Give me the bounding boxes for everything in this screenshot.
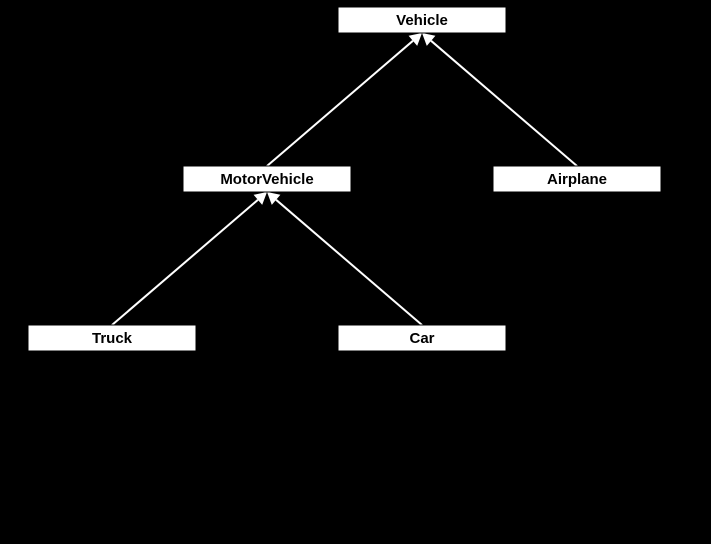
node-label-car: Car (409, 330, 434, 347)
node-vehicle: Vehicle (338, 7, 506, 33)
inheritance-diagram: Vehicle MotorVehicle Airplane Truck Car (0, 0, 711, 544)
node-label-airplane: Airplane (547, 171, 607, 188)
edge-motorvehicle-to-vehicle (267, 41, 413, 166)
node-label-truck: Truck (92, 330, 133, 347)
node-airplane: Airplane (493, 166, 661, 192)
edge-car-to-motorvehicle (276, 200, 422, 325)
node-motorvehicle: MotorVehicle (183, 166, 351, 192)
node-label-motorvehicle: MotorVehicle (220, 171, 313, 188)
node-label-vehicle: Vehicle (396, 12, 448, 29)
edge-truck-to-motorvehicle (112, 200, 258, 325)
nodes-layer: Vehicle MotorVehicle Airplane Truck Car (28, 7, 661, 351)
node-car: Car (338, 325, 506, 351)
edge-airplane-to-vehicle (431, 41, 577, 166)
node-truck: Truck (28, 325, 196, 351)
